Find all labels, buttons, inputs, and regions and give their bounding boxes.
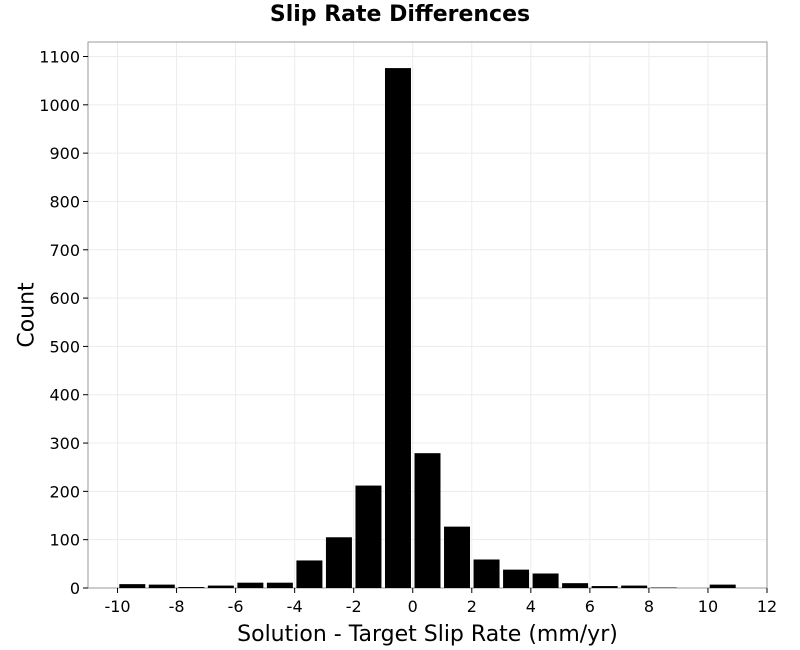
x-tick-label: 2 (467, 597, 477, 616)
histogram-bar (237, 582, 264, 588)
histogram-bar (178, 587, 205, 588)
histogram-bar (266, 582, 293, 588)
x-tick-label: 8 (644, 597, 654, 616)
x-tick-label: -6 (228, 597, 244, 616)
x-tick-label: -8 (169, 597, 185, 616)
histogram-bar (591, 586, 618, 588)
histogram-bar (709, 584, 736, 588)
x-axis-label: Solution - Target Slip Rate (mm/yr) (237, 622, 618, 647)
x-tick-label: 12 (757, 597, 777, 616)
histogram-bar (562, 583, 589, 588)
histogram-bar (384, 68, 411, 588)
y-tick-label: 800 (49, 192, 80, 211)
chart-title: Slip Rate Differences (269, 2, 531, 27)
y-tick-label: 1100 (39, 47, 80, 66)
y-tick-label: 200 (49, 482, 80, 501)
histogram-bar (444, 526, 471, 588)
y-tick-label: 600 (49, 289, 80, 308)
histogram-bar (532, 573, 559, 588)
histogram-bar (473, 559, 500, 588)
y-tick-label: 300 (49, 434, 80, 453)
histogram-bar (503, 569, 530, 588)
histogram-bar (355, 485, 382, 588)
y-axis-label: Count (15, 282, 40, 348)
bars (119, 68, 736, 588)
y-tick-label: 100 (49, 531, 80, 550)
histogram-bar (414, 453, 441, 588)
histogram-bar (621, 585, 648, 588)
y-tick-label: 900 (49, 144, 80, 163)
x-axis-ticks: -10 -8 -6 -4 -2 0 2 4 6 8 10 12 (104, 588, 777, 616)
x-tick-label: 4 (526, 597, 536, 616)
y-axis-ticks: 0 100 200 300 400 500 600 700 800 900 1000 1100 (39, 47, 88, 598)
histogram-bar (119, 584, 146, 588)
x-tick-label: -4 (287, 597, 303, 616)
x-tick-label: 6 (585, 597, 595, 616)
y-tick-label: 1000 (39, 96, 80, 115)
x-tick-label: -2 (346, 597, 362, 616)
x-tick-label: -10 (104, 597, 130, 616)
x-tick-label: 0 (408, 597, 418, 616)
histogram-bar (296, 560, 323, 588)
y-tick-label: 700 (49, 241, 80, 260)
y-tick-label: 400 (49, 386, 80, 405)
x-tick-label: 10 (698, 597, 718, 616)
histogram-bar (148, 584, 175, 588)
histogram-bar (325, 537, 352, 588)
histogram-bar (207, 585, 234, 588)
y-tick-label: 500 (49, 337, 80, 356)
y-tick-label: 0 (70, 579, 80, 598)
